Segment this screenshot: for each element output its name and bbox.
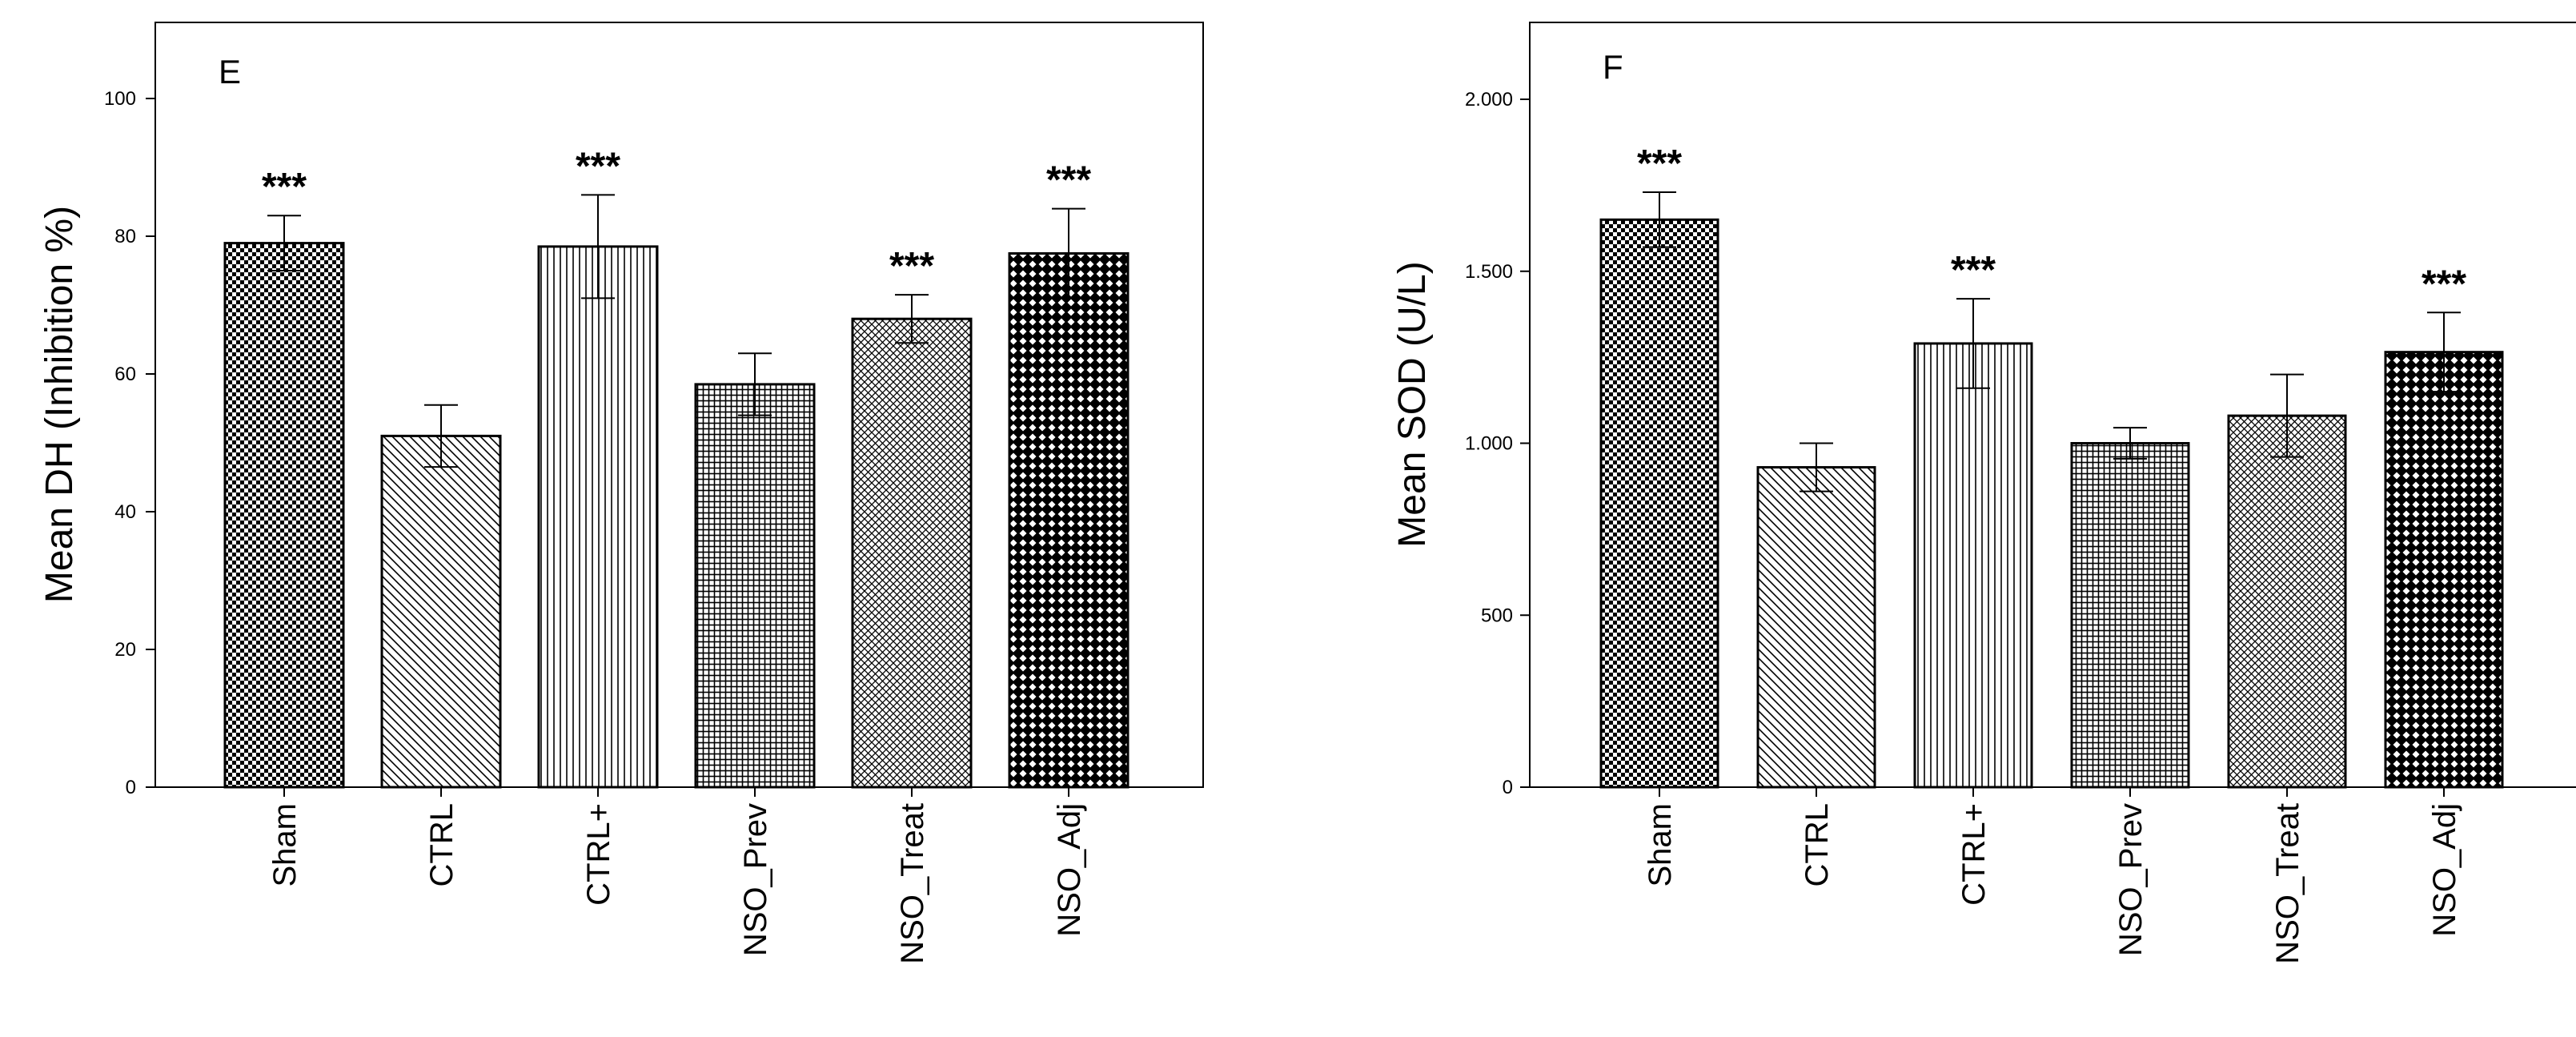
y-tick-label: 2.000 [1465, 89, 1513, 111]
error-bars [1643, 191, 2461, 492]
category-label: NSO_Prev [2113, 803, 2149, 956]
category-labels: Sham CTRL CTRL+ NSO_Prev NSO_Treat NSO_Adj [267, 787, 1087, 964]
error-bar [424, 404, 458, 468]
error-bar [1956, 298, 1990, 389]
category-label: Sham [1643, 803, 1678, 887]
significance-mark: *** [576, 145, 620, 187]
error-bar [581, 194, 615, 299]
category-label: NSO_Adj [2427, 803, 2462, 937]
significance-mark: *** [889, 245, 934, 287]
y-ticks: 0 20 40 60 80 100 [104, 88, 155, 798]
y-tick-label: 40 [114, 501, 136, 523]
significance-marks: *** *** *** [1637, 143, 2466, 305]
significance-mark: *** [262, 166, 307, 208]
category-label: CTRL [1800, 803, 1835, 886]
y-axis-label: Mean DH (Inhibition %) [38, 206, 81, 603]
category-label: CTRL+ [1956, 803, 1992, 906]
y-tick-label: 0 [1503, 777, 1513, 798]
error-bar [1800, 442, 1833, 492]
bar-nso-adj [2384, 351, 2504, 789]
significance-mark: *** [1951, 249, 1996, 291]
y-tick-label: 1.500 [1465, 261, 1513, 283]
error-bar [267, 215, 301, 271]
bar-nso-prev [2070, 442, 2190, 789]
significance-mark: *** [1637, 143, 1682, 185]
category-labels: Sham CTRL CTRL+ NSO_Prev NSO_Treat NSO_Adj [1643, 787, 2462, 964]
bars [1599, 218, 2504, 789]
bar-nso-prev [694, 383, 816, 789]
bar-nso-treat [2227, 414, 2347, 789]
error-bar [2427, 312, 2461, 393]
y-ticks: 0 500 1.000 1.500 2.000 [1465, 89, 1530, 798]
y-tick-label: 60 [114, 364, 136, 385]
y-tick-label: 20 [114, 639, 136, 661]
error-bars [267, 194, 1085, 468]
y-axis-label: Mean SOD (U/L) [1391, 261, 1434, 547]
bar-sham [223, 242, 345, 789]
category-label: CTRL [424, 803, 459, 886]
category-label: NSO_Prev [738, 803, 773, 956]
significance-mark: *** [2422, 263, 2466, 305]
category-label: CTRL+ [581, 803, 616, 906]
y-tick-label: 100 [104, 88, 136, 110]
error-bar [2113, 427, 2147, 460]
bars [223, 242, 1130, 789]
error-bar [738, 352, 772, 416]
category-label: NSO_Treat [2270, 803, 2305, 964]
bar-nso-adj [1008, 252, 1130, 789]
panel-letter: F [1603, 48, 1623, 86]
error-bar [895, 294, 929, 344]
category-label: NSO_Adj [1052, 803, 1087, 937]
panel-f-chart: F Mean SOD (U/L) 0 500 1.000 1.500 2.000 ***… [1391, 22, 2576, 964]
category-label: NSO_Treat [895, 803, 930, 964]
panel-letter: E [219, 53, 241, 90]
error-bar [2270, 373, 2304, 458]
bar-nso-treat [851, 317, 973, 789]
significance-marks: *** *** *** *** [262, 145, 1091, 287]
y-tick-label: 80 [114, 226, 136, 247]
bar-ctrl [380, 434, 502, 789]
error-bar [1643, 191, 1676, 248]
bar-ctrl- [537, 245, 659, 789]
bar-ctrl- [1913, 342, 2033, 789]
bar-ctrl [1756, 466, 1876, 789]
error-bar [1052, 207, 1085, 299]
y-tick-label: 1.000 [1465, 433, 1513, 455]
y-tick-label: 500 [1481, 605, 1513, 626]
category-label: Sham [267, 803, 303, 887]
significance-mark: *** [1046, 159, 1091, 202]
bar-sham [1599, 218, 1719, 789]
y-tick-label: 0 [126, 777, 136, 798]
panel-e-chart: E Mean DH (Inhibition %) 0 20 40 60 80 100 **… [38, 22, 1204, 964]
